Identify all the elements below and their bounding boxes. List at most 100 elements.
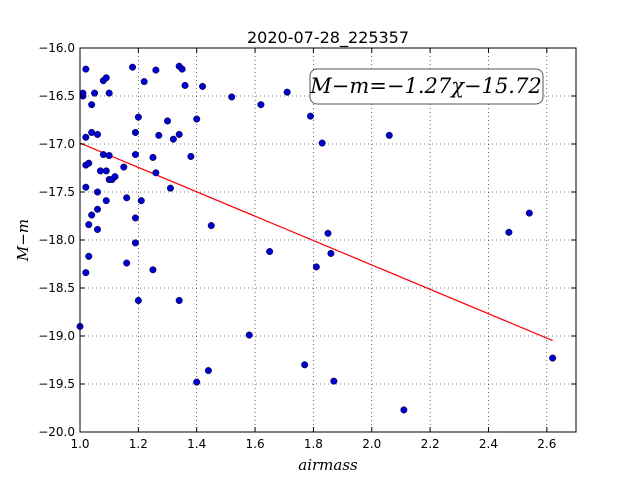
data-point <box>228 93 236 101</box>
data-point <box>169 135 177 143</box>
data-point <box>102 197 110 205</box>
y-tick-label: −20.0 <box>38 425 75 439</box>
data-point <box>91 89 99 97</box>
data-point <box>166 184 174 192</box>
data-point <box>175 130 183 138</box>
x-tick-label: 2.6 <box>537 437 556 451</box>
data-point <box>187 152 195 160</box>
data-point <box>131 214 139 222</box>
y-tick-label: −19.0 <box>38 329 75 343</box>
data-point <box>134 296 142 304</box>
data-point <box>105 89 113 97</box>
data-point <box>193 115 201 123</box>
data-point <box>199 82 207 90</box>
data-point <box>131 151 139 159</box>
y-tick-label: −18.0 <box>38 233 75 247</box>
y-tick-label: −17.5 <box>38 185 75 199</box>
data-point <box>312 263 320 271</box>
data-point <box>134 113 142 121</box>
data-point <box>94 188 102 196</box>
data-point <box>301 361 309 369</box>
data-point <box>327 249 335 257</box>
fit-annotation: M−m=−1.27χ−15.72 <box>309 68 544 105</box>
data-point <box>131 239 139 247</box>
data-point <box>123 194 131 202</box>
y-tick-label: −17.0 <box>38 137 75 151</box>
data-point <box>266 248 274 256</box>
data-point <box>549 354 557 362</box>
x-tick-label: 2.0 <box>362 437 381 451</box>
data-point <box>94 225 102 233</box>
data-point <box>85 252 93 260</box>
x-tick-label: 2.2 <box>421 437 440 451</box>
data-point <box>204 367 212 375</box>
data-point <box>324 229 332 237</box>
data-point <box>318 139 326 147</box>
data-point <box>88 211 96 219</box>
x-tick-label: 1.2 <box>129 437 148 451</box>
data-point <box>152 169 160 177</box>
data-point <box>245 331 253 339</box>
chart-title: 2020-07-28_225357 <box>247 28 409 48</box>
y-tick-label: −19.5 <box>38 377 75 391</box>
data-point <box>149 153 157 161</box>
data-point <box>120 163 128 171</box>
x-tick-label: 1.4 <box>187 437 206 451</box>
data-point <box>385 131 393 139</box>
data-point <box>129 63 137 71</box>
data-point <box>123 259 131 267</box>
data-point <box>82 133 90 141</box>
data-point <box>131 128 139 136</box>
data-point <box>152 66 160 74</box>
y-axis-label: M−m <box>14 219 32 262</box>
data-point <box>82 269 90 277</box>
data-point <box>525 209 533 217</box>
data-point <box>99 151 107 159</box>
data-points <box>76 62 557 414</box>
data-point <box>257 101 265 109</box>
y-tick-label: −16.5 <box>38 89 75 103</box>
data-point <box>85 221 93 229</box>
data-point <box>105 152 113 160</box>
x-tick-label: 1.6 <box>246 437 265 451</box>
data-point <box>111 173 119 181</box>
data-point <box>193 378 201 386</box>
x-tick-label: 1.0 <box>70 437 89 451</box>
x-axis-label: airmass <box>298 456 358 474</box>
data-point <box>178 65 186 73</box>
data-point <box>149 266 157 274</box>
data-point <box>181 81 189 89</box>
fit-equation: M−m=−1.27χ−15.72 <box>309 74 541 98</box>
data-point <box>94 205 102 213</box>
data-point <box>88 101 96 109</box>
fit-line <box>79 142 553 342</box>
y-tick-label: −16.0 <box>38 41 75 55</box>
data-point <box>155 131 163 139</box>
data-point <box>96 167 104 175</box>
data-point <box>102 74 110 82</box>
data-point <box>82 183 90 191</box>
data-point <box>207 222 215 230</box>
x-tick-labels: 1.0 1.2 1.4 1.6 1.8 2.0 2.2 2.4 2.6 <box>70 437 556 451</box>
fit-layer <box>79 142 553 342</box>
y-tick-labels: −16.0 −16.5 −17.0 −17.5 −18.0 −18.5 −19.0 −19.5… <box>38 41 75 439</box>
data-point <box>175 296 183 304</box>
y-tick-label: −18.5 <box>38 281 75 295</box>
data-point <box>400 406 408 414</box>
data-point <box>102 167 110 175</box>
data-point <box>88 128 96 136</box>
data-point <box>85 159 93 167</box>
data-point <box>82 65 90 73</box>
axis-ticks <box>79 47 576 433</box>
data-point <box>94 130 102 138</box>
data-point <box>137 197 145 205</box>
data-point <box>306 112 314 120</box>
data-point <box>140 78 148 86</box>
data-point <box>330 377 338 385</box>
data-point <box>283 88 291 96</box>
x-tick-label: 2.4 <box>479 437 498 451</box>
data-point <box>505 228 513 236</box>
annotation-box <box>309 68 544 105</box>
data-point <box>164 117 172 125</box>
